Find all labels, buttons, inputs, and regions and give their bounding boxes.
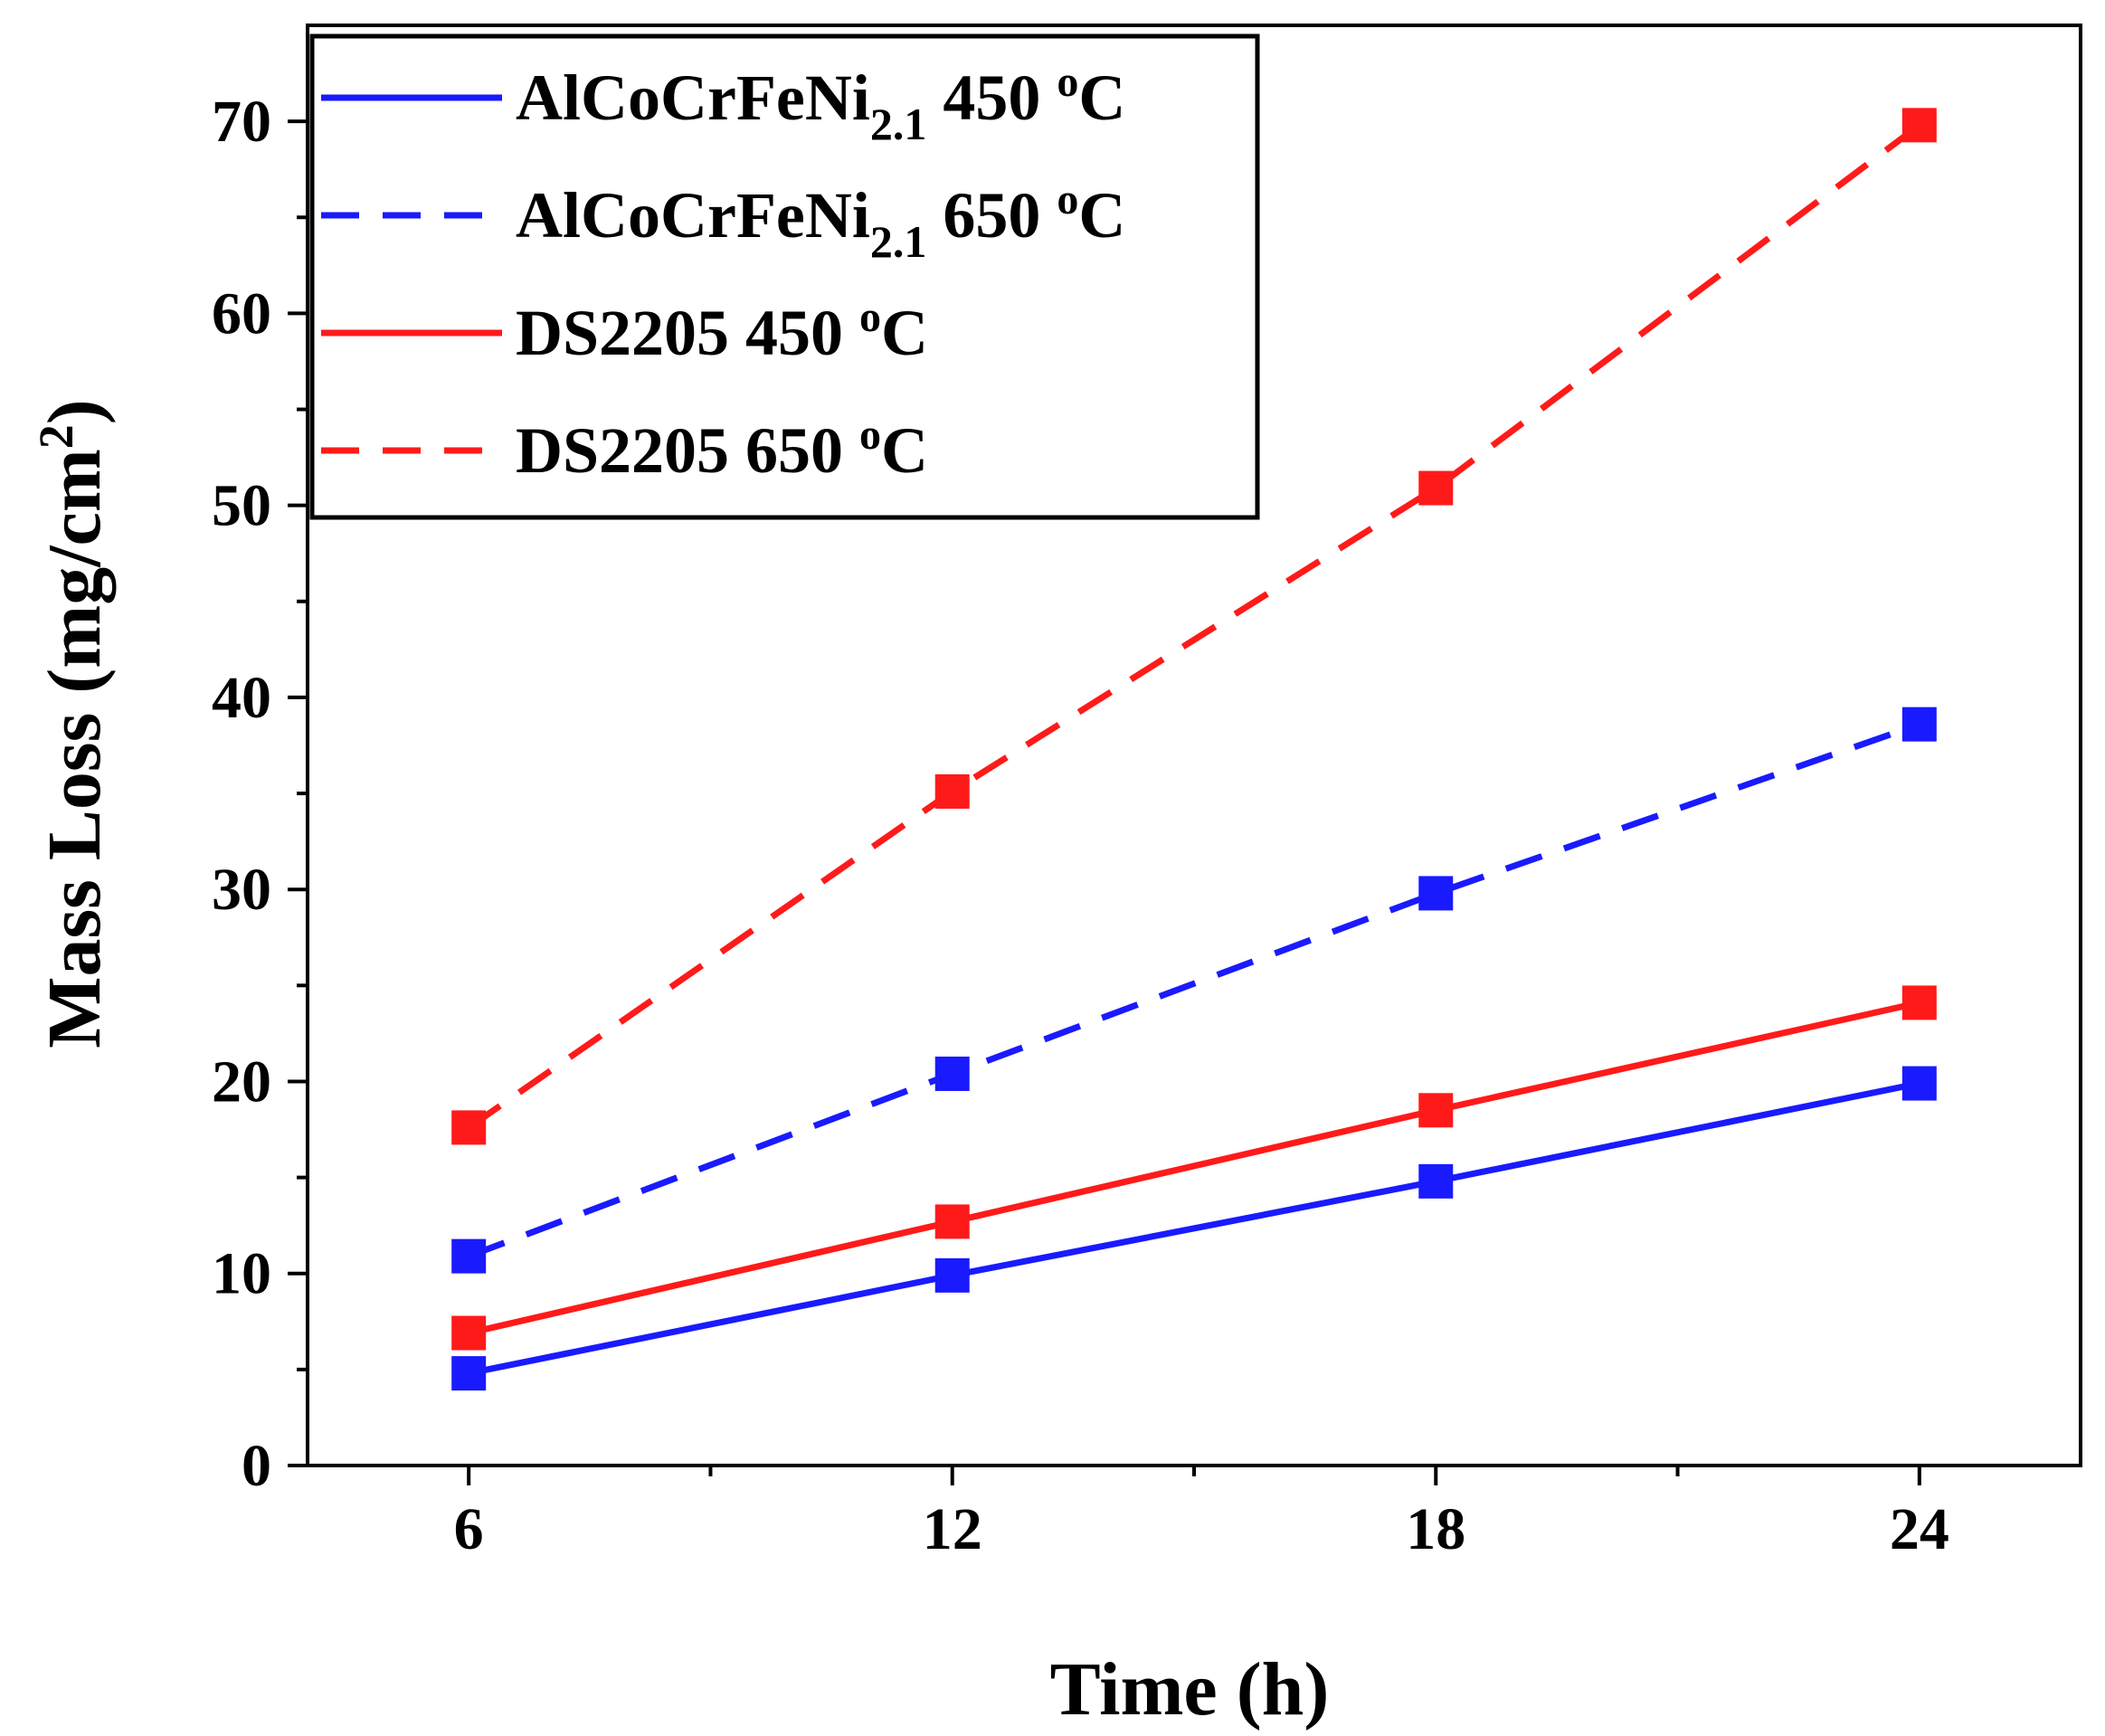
y-tick-label: 20 xyxy=(212,1048,271,1115)
series-1-point xyxy=(451,1238,487,1274)
series-3-point xyxy=(934,773,970,809)
legend-label-1: AlCoCrFeNi2.1 650 oC xyxy=(516,175,1125,267)
y-tick-label: 70 xyxy=(212,89,271,155)
series-3-point xyxy=(451,1110,487,1145)
x-tick-label: 12 xyxy=(923,1496,982,1562)
series-3-point xyxy=(1901,108,1937,143)
legend-label-2: DS2205 450 oC xyxy=(516,293,928,369)
legend-label-0: AlCoCrFeNi2.1 450 oC xyxy=(516,58,1125,149)
series-1-point xyxy=(1901,707,1937,742)
series-0-point xyxy=(1901,1066,1937,1101)
series-1-point xyxy=(1418,876,1454,911)
series-line-0 xyxy=(468,1080,1920,1377)
series-0-point xyxy=(934,1257,970,1293)
series-line-2 xyxy=(468,1000,1920,1336)
series-2-point xyxy=(934,1204,970,1239)
series-2-point xyxy=(451,1315,487,1351)
y-tick-label: 10 xyxy=(212,1241,271,1307)
series-3-point xyxy=(1418,470,1454,506)
y-tick-label: 60 xyxy=(212,280,271,346)
series-line-1 xyxy=(467,721,1920,1259)
series-0-point xyxy=(1418,1163,1454,1199)
series-2-point xyxy=(1418,1093,1454,1128)
x-tick-label: 6 xyxy=(454,1496,484,1562)
x-axis-title: Time (h) xyxy=(1050,1647,1330,1731)
legend-box xyxy=(309,33,1260,520)
y-tick-label: 40 xyxy=(212,665,271,731)
y-tick-label: 50 xyxy=(212,473,271,539)
x-tick-label: 18 xyxy=(1406,1496,1465,1562)
y-tick-label: 30 xyxy=(212,857,271,923)
legend-label-3: DS2205 650 oC xyxy=(516,411,928,487)
series-0-point xyxy=(451,1356,487,1391)
series-line-3 xyxy=(467,122,1921,1131)
series-2-point xyxy=(1901,985,1937,1020)
x-tick-label: 24 xyxy=(1890,1496,1949,1562)
y-axis-title: Mass Loss (mg/cm2) xyxy=(29,399,117,1048)
series-1-point xyxy=(934,1056,970,1091)
y-tick-label: 0 xyxy=(242,1433,271,1499)
